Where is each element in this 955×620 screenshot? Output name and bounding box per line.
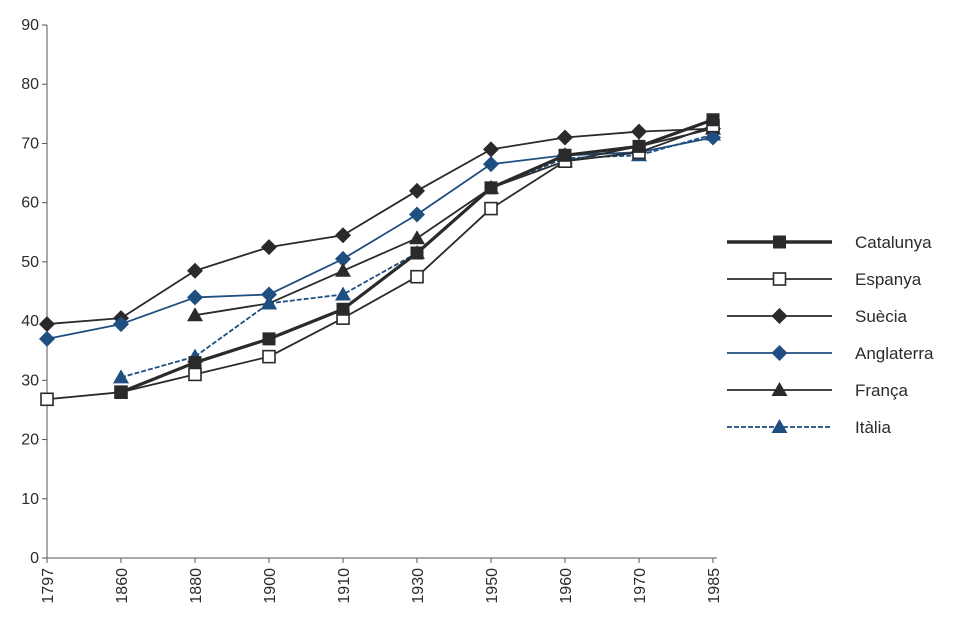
series-anglaterra: [39, 129, 721, 347]
legend-label: Espanya: [855, 270, 922, 289]
y-tick-label: 70: [21, 135, 39, 152]
data-point: [335, 250, 351, 267]
data-point: [114, 385, 128, 399]
x-tick-label: 1970: [632, 568, 649, 604]
legend-marker: [773, 235, 786, 249]
series-line: [46, 136, 714, 340]
data-point: [409, 182, 425, 199]
legend-label: Catalunya: [855, 233, 932, 252]
legend-marker: [771, 382, 788, 396]
legend-item-franca: França: [727, 381, 908, 400]
data-point: [261, 295, 277, 310]
data-point: [187, 289, 203, 306]
legend-marker: [772, 272, 787, 286]
series-layer: [39, 113, 721, 407]
data-point: [262, 332, 276, 346]
x-tick-label: 1985: [706, 568, 723, 604]
legend-item-catalunya: Catalunya: [727, 233, 932, 252]
data-point: [336, 302, 350, 316]
y-tick-label: 60: [21, 195, 39, 212]
y-tick-label: 20: [21, 432, 39, 449]
data-point: [557, 129, 573, 146]
series-espanya: [40, 118, 720, 407]
data-point: [39, 330, 55, 347]
legend-marker: [771, 419, 788, 433]
data-point: [705, 126, 721, 141]
data-point: [261, 286, 277, 303]
data-point: [410, 246, 424, 260]
data-point: [39, 316, 55, 333]
x-tick-label: 1950: [484, 568, 501, 604]
y-tick-label: 0: [30, 550, 39, 567]
data-point: [188, 356, 202, 370]
series-line: [46, 124, 714, 401]
data-point: [40, 392, 54, 407]
data-point: [113, 316, 129, 333]
x-tick-label: 1960: [558, 568, 575, 604]
legend-label: Anglaterra: [855, 344, 934, 363]
y-tick-label: 30: [21, 372, 39, 389]
legend-item-espanya: Espanya: [727, 270, 922, 289]
y-tick-label: 90: [21, 17, 39, 34]
data-point: [335, 227, 351, 244]
data-point: [410, 269, 424, 284]
legend-label: Itàlia: [855, 418, 891, 437]
data-point: [262, 349, 276, 364]
axes: 0 10 20 30 40 50 60 70 80 90 1797 1860 1880 1900 1910 1…: [21, 17, 723, 604]
data-point: [484, 201, 498, 216]
data-point: [409, 230, 425, 245]
data-point: [483, 141, 499, 158]
series-line: [46, 127, 714, 325]
y-tick-label: 40: [21, 313, 39, 330]
legend: Catalunya Espanya Suècia Anglaterra França It…: [727, 233, 934, 437]
legend-item-anglaterra: Anglaterra: [727, 344, 934, 363]
data-point: [409, 206, 425, 223]
data-point: [187, 307, 203, 322]
data-point: [484, 181, 498, 195]
x-tick-label: 1797: [40, 568, 57, 604]
series-line: [120, 133, 714, 379]
x-tick-label: 1860: [114, 568, 131, 604]
x-tick-label: 1900: [262, 568, 279, 604]
x-tick-label: 1910: [336, 568, 353, 604]
data-point: [187, 262, 203, 279]
series-catalunya: [114, 113, 720, 399]
data-point: [335, 286, 351, 301]
y-tick-label: 80: [21, 76, 39, 93]
legend-marker: [771, 345, 788, 361]
data-point: [483, 156, 499, 173]
x-tick-label: 1880: [188, 568, 205, 604]
data-point: [632, 139, 646, 153]
y-tick-label: 10: [21, 491, 39, 508]
x-tick-label: 1930: [410, 568, 427, 604]
data-point: [188, 367, 202, 382]
data-point: [261, 239, 277, 256]
legend-label: França: [855, 381, 908, 400]
data-point: [706, 113, 720, 127]
data-point: [558, 148, 572, 162]
data-point: [335, 262, 351, 277]
data-point: [631, 123, 647, 140]
y-tick-label: 50: [21, 254, 39, 271]
legend-marker: [771, 308, 788, 324]
legend-item-suecia: Suècia: [727, 307, 908, 326]
legend-item-italia: Itàlia: [727, 418, 891, 437]
legend-label: Suècia: [855, 307, 908, 326]
data-point: [113, 369, 129, 384]
